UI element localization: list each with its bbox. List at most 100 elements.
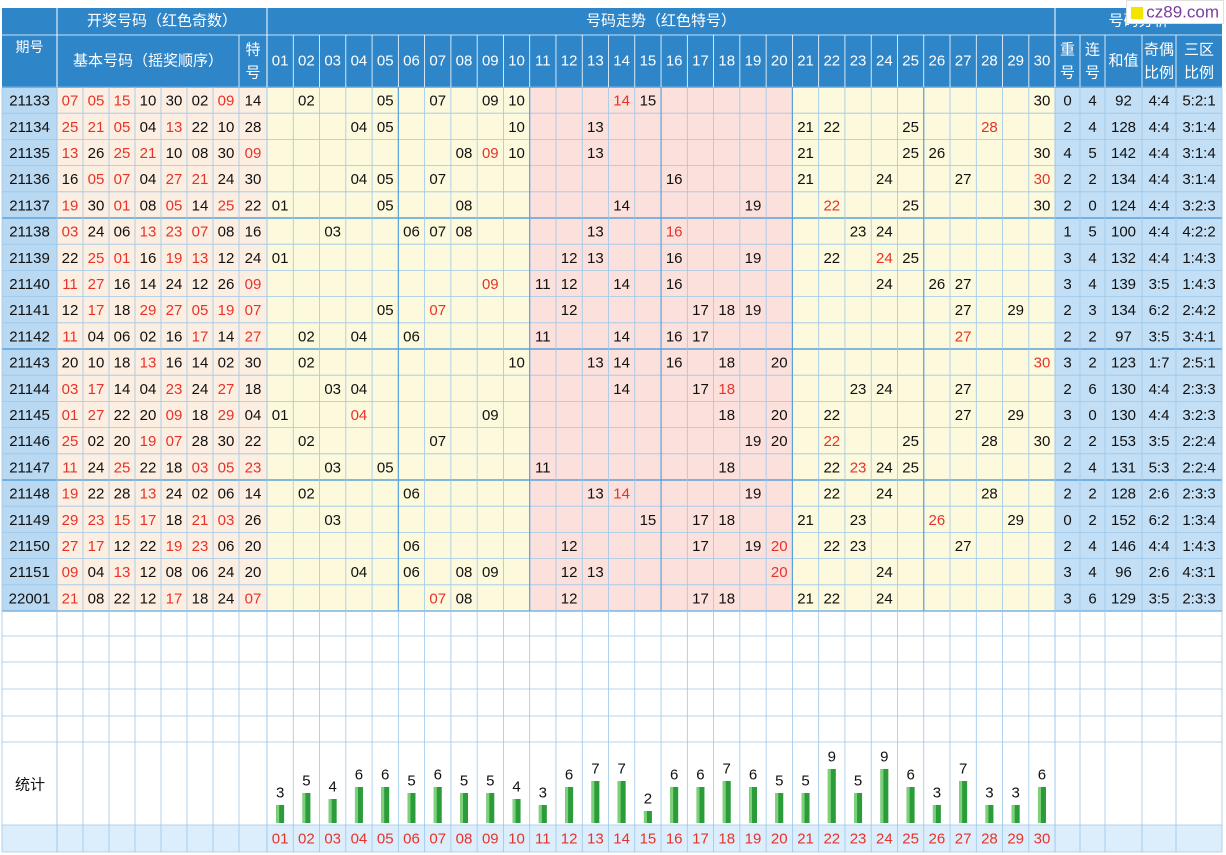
zone-cell: 2:3:3 [1182, 590, 1215, 607]
special-number: 16 [245, 224, 262, 241]
footer-number: 21 [797, 831, 814, 848]
trend-hit: 23 [850, 459, 867, 476]
basic-number: 27 [218, 381, 235, 398]
basic-number: 24 [218, 564, 235, 581]
basic-number: 16 [166, 355, 183, 372]
trend-hit: 24 [876, 590, 893, 607]
header-zones: 三区 [1184, 42, 1214, 59]
basic-number: 01 [114, 250, 131, 267]
basic-number: 21 [62, 590, 79, 607]
count-label: 5 [460, 773, 468, 790]
trend-hit: 02 [298, 328, 315, 345]
count-bar [854, 793, 863, 823]
basic-number: 13 [166, 119, 183, 136]
basic-number: 15 [114, 512, 131, 529]
basic-number: 10 [218, 119, 235, 136]
basic-number: 07 [114, 171, 131, 188]
trend-hit: 17 [692, 328, 709, 345]
odd-even-cell: 4:4 [1149, 145, 1170, 162]
trend-hit: 04 [351, 119, 368, 136]
footer-number: 02 [298, 831, 315, 848]
basic-number: 20 [62, 355, 79, 372]
zone-cell: 1:3:4 [1182, 512, 1215, 529]
repeat-cell: 0 [1063, 93, 1071, 110]
basic-number: 16 [62, 171, 79, 188]
basic-number: 02 [192, 486, 209, 503]
count-bar-highlight [1037, 787, 1041, 823]
footer-number: 16 [666, 831, 683, 848]
basic-number: 02 [140, 328, 157, 345]
header-period: 期号 [16, 39, 44, 55]
basic-number: 27 [166, 302, 183, 319]
count-bar [381, 787, 390, 823]
trend-hit: 14 [613, 381, 630, 398]
footer-number: 04 [351, 831, 368, 848]
period-cell: 21145 [9, 407, 50, 424]
basic-number: 11 [62, 276, 78, 293]
trend-hit: 24 [876, 381, 893, 398]
count-bar-highlight [880, 769, 884, 823]
repeat-cell: 3 [1063, 276, 1071, 293]
count-bar [565, 787, 574, 823]
basic-number: 24 [166, 486, 183, 503]
trend-hit: 27 [955, 328, 972, 345]
consec-cell: 4 [1088, 119, 1096, 136]
basic-number: 06 [114, 224, 131, 241]
trend-hit: 22 [823, 590, 840, 607]
footer-number: 29 [1007, 831, 1024, 848]
count-label: 6 [381, 767, 389, 784]
period-cell: 21134 [9, 119, 50, 136]
trend-hit: 13 [587, 486, 604, 503]
footer-number: 05 [377, 831, 394, 848]
trend-hit: 20 [771, 564, 788, 581]
trend-hit: 28 [981, 119, 998, 136]
basic-number: 02 [218, 355, 235, 372]
count-label: 6 [906, 767, 914, 784]
footer-number: 26 [929, 831, 946, 848]
trend-hit: 14 [613, 486, 630, 503]
trend-hit: 10 [508, 355, 525, 372]
footer-number: 27 [955, 831, 972, 848]
trend-hit: 11 [535, 459, 551, 476]
trend-hit: 05 [377, 119, 394, 136]
period-cell: 21139 [9, 250, 50, 267]
count-bar-highlight [985, 805, 989, 823]
trend-hit: 26 [929, 512, 946, 529]
period-cell: 21137 [9, 197, 50, 214]
trend-hit: 25 [902, 459, 919, 476]
trend-hit: 29 [1007, 512, 1024, 529]
trend-hit: 18 [718, 355, 735, 372]
count-bar [433, 787, 442, 823]
basic-number: 18 [114, 355, 131, 372]
trend-hit: 24 [876, 250, 893, 267]
count-bar [932, 805, 941, 823]
sum-cell: 139 [1111, 276, 1136, 293]
basic-number: 16 [140, 250, 157, 267]
count-bar [460, 793, 469, 823]
odd-even-cell: 4:4 [1149, 93, 1170, 110]
footer-number: 19 [745, 831, 762, 848]
trend-hit: 09 [482, 276, 499, 293]
zone-cell: 3:1:4 [1182, 145, 1215, 162]
trend-hit: 26 [929, 145, 946, 162]
count-bar [906, 787, 915, 823]
trend-hit: 02 [298, 355, 315, 372]
sum-cell: 128 [1111, 486, 1136, 503]
sum-cell: 129 [1111, 590, 1136, 607]
trend-hit: 20 [771, 433, 788, 450]
trend-hit: 27 [955, 381, 972, 398]
header-number: 10 [508, 53, 525, 70]
basic-number: 03 [62, 224, 79, 241]
footer-number: 01 [272, 831, 289, 848]
special-number: 30 [245, 171, 262, 188]
watermark-logo: cz89.com [1126, 0, 1224, 24]
basic-number: 14 [192, 355, 209, 372]
basic-number: 05 [88, 93, 105, 110]
count-label: 3 [985, 785, 993, 802]
count-label: 3 [539, 785, 547, 802]
consec-cell: 2 [1088, 433, 1096, 450]
basic-number: 06 [114, 328, 131, 345]
basic-number: 13 [140, 355, 157, 372]
trend-hit: 14 [613, 355, 630, 372]
basic-number: 22 [140, 459, 157, 476]
